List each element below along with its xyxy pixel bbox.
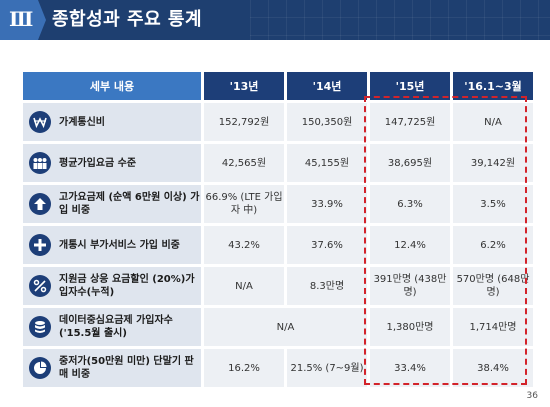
row-label: 지원금 상응 요금할인 (20%)가입자수(누적) bbox=[59, 274, 195, 298]
header-pattern bbox=[250, 0, 550, 40]
section-numeral: Ⅲ bbox=[9, 7, 34, 31]
row-label: 중저가(50만원 미만) 단말기 판매 비중 bbox=[59, 356, 194, 380]
row-label: 개통시 부가서비스 가입 비중 bbox=[59, 239, 180, 251]
table-row: 가계통신비 152,792원 150,350원 147,725원 N/A bbox=[23, 103, 533, 141]
cell-2015: 1,380만명 bbox=[370, 308, 450, 346]
row-label: 평균가입요금 수준 bbox=[59, 157, 137, 169]
percent-icon bbox=[29, 275, 51, 297]
cell-2015: 33.4% bbox=[370, 349, 450, 387]
cell-2016q1: 38.4% bbox=[453, 349, 533, 387]
row-label-cell: 중저가(50만원 미만) 단말기 판매 비중 bbox=[23, 349, 201, 387]
cell-2016q1: 570만명 (648만명) bbox=[453, 267, 533, 305]
database-icon bbox=[29, 316, 51, 338]
row-label: 가계통신비 bbox=[59, 116, 105, 128]
cell-2013: N/A bbox=[204, 267, 284, 305]
column-header-2013: '13년 bbox=[204, 72, 284, 100]
cell-2016q1: 39,142원 bbox=[453, 144, 533, 182]
plus-icon bbox=[29, 234, 51, 256]
cell-2016q1: 6.2% bbox=[453, 226, 533, 264]
cell-2014: 33.9% bbox=[287, 185, 367, 223]
table-row: 평균가입요금 수준 42,565원 45,155원 38,695원 39,142… bbox=[23, 144, 533, 182]
cell-2014: 150,350원 bbox=[287, 103, 367, 141]
row-label-cell: 데이터중심요금제 가입자수 ('15.5월 출시) bbox=[23, 308, 201, 346]
cell-2013: 42,565원 bbox=[204, 144, 284, 182]
header-chevron bbox=[38, 0, 46, 40]
cell-2016q1: 1,714만명 bbox=[453, 308, 533, 346]
cell-2016q1: 3.5% bbox=[453, 185, 533, 223]
cell-2015: 391만명 (438만명) bbox=[370, 267, 450, 305]
cell-2013: 66.9% (LTE 가입자 中) bbox=[204, 185, 284, 223]
row-label: 데이터중심요금제 가입자수 ('15.5월 출시) bbox=[59, 315, 173, 339]
header-accent bbox=[0, 0, 38, 40]
won-icon bbox=[29, 111, 51, 133]
cell-2015: 6.3% bbox=[370, 185, 450, 223]
people-icon bbox=[29, 152, 51, 174]
cell-2013: 152,792원 bbox=[204, 103, 284, 141]
slide-header: Ⅲ 종합성과 주요 통계 bbox=[0, 0, 550, 40]
row-label-cell: 고가요금제 (순액 6만원 이상) 가입 비중 bbox=[23, 185, 201, 223]
row-label-cell: 지원금 상응 요금할인 (20%)가입자수(누적) bbox=[23, 267, 201, 305]
slide-title: 종합성과 주요 통계 bbox=[52, 9, 203, 30]
cell-2014: 37.6% bbox=[287, 226, 367, 264]
cell-2015: 12.4% bbox=[370, 226, 450, 264]
cell-2013-2014-merged: N/A bbox=[204, 308, 367, 346]
cell-2014: 21.5% (7~9월) bbox=[287, 349, 367, 387]
cell-2015: 147,725원 bbox=[370, 103, 450, 141]
table-header-row: 세부 내용 '13년 '14년 '15년 '16.1~3월 bbox=[23, 72, 533, 100]
cell-2014: 8.3만명 bbox=[287, 267, 367, 305]
column-header-2014: '14년 bbox=[287, 72, 367, 100]
column-header-2016q1: '16.1~3월 bbox=[453, 72, 533, 100]
column-header-2015: '15년 bbox=[370, 72, 450, 100]
table-row: 개통시 부가서비스 가입 비중 43.2% 37.6% 12.4% 6.2% bbox=[23, 226, 533, 264]
statistics-table: 세부 내용 '13년 '14년 '15년 '16.1~3월 가계통신비 152,… bbox=[20, 69, 536, 390]
row-label: 고가요금제 (순액 6만원 이상) 가입 비중 bbox=[59, 192, 200, 216]
row-label-cell: 가계통신비 bbox=[23, 103, 201, 141]
page-number: 36 bbox=[526, 391, 538, 401]
table-row: 중저가(50만원 미만) 단말기 판매 비중 16.2% 21.5% (7~9월… bbox=[23, 349, 533, 387]
cell-2015: 38,695원 bbox=[370, 144, 450, 182]
cell-2016q1: N/A bbox=[453, 103, 533, 141]
table-row: 지원금 상응 요금할인 (20%)가입자수(누적) N/A 8.3만명 391만… bbox=[23, 267, 533, 305]
arrow-up-icon bbox=[29, 193, 51, 215]
cell-2013: 43.2% bbox=[204, 226, 284, 264]
row-label-cell: 개통시 부가서비스 가입 비중 bbox=[23, 226, 201, 264]
column-header-detail: 세부 내용 bbox=[23, 72, 201, 100]
cell-2014: 45,155원 bbox=[287, 144, 367, 182]
row-label-cell: 평균가입요금 수준 bbox=[23, 144, 201, 182]
pie-chart-icon bbox=[29, 357, 51, 379]
cell-2013: 16.2% bbox=[204, 349, 284, 387]
table-row: 고가요금제 (순액 6만원 이상) 가입 비중 66.9% (LTE 가입자 中… bbox=[23, 185, 533, 223]
table-row: 데이터중심요금제 가입자수 ('15.5월 출시) N/A 1,380만명 1,… bbox=[23, 308, 533, 346]
